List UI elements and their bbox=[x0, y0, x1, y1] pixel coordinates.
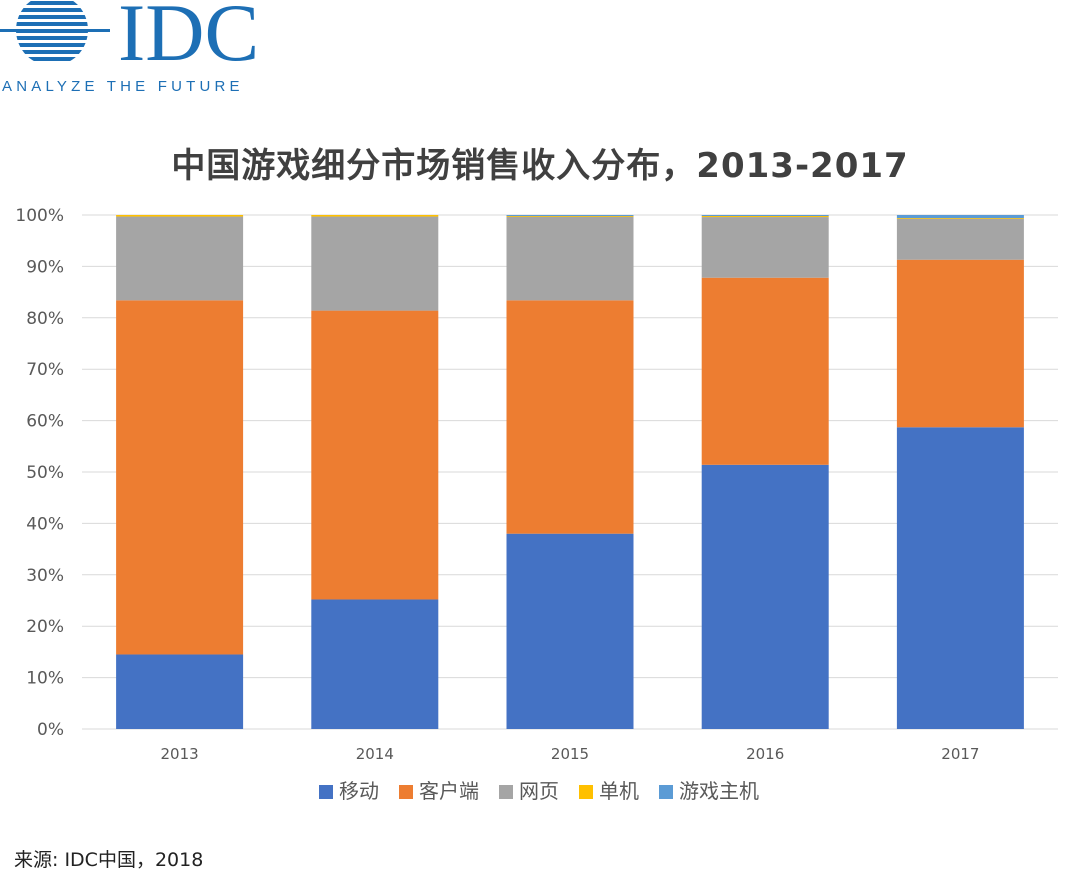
y-tick-label: 30% bbox=[26, 566, 64, 586]
bar-segment bbox=[896, 215, 1024, 219]
bar-segment bbox=[701, 464, 829, 729]
chart-title: 中国游戏细分市场销售收入分布，2013-2017 bbox=[171, 146, 909, 186]
bar-segment bbox=[506, 533, 634, 729]
legend-swatch bbox=[659, 785, 673, 799]
bar-segment bbox=[506, 216, 634, 301]
legend-label: 游戏主机 bbox=[679, 779, 759, 803]
source-note: 来源: IDC中国，2018 bbox=[14, 849, 204, 871]
bar-segment bbox=[506, 216, 634, 217]
y-tick-label: 100% bbox=[15, 206, 64, 226]
bar-segment bbox=[116, 215, 244, 217]
x-tick-label: 2016 bbox=[746, 745, 784, 763]
idc-logo: IDC ANALYZE THE FUTURE bbox=[0, 0, 270, 100]
x-tick-label: 2014 bbox=[356, 745, 394, 763]
x-tick-label: 2013 bbox=[161, 745, 199, 763]
legend-swatch bbox=[319, 785, 333, 799]
legend-label: 单机 bbox=[599, 779, 639, 803]
y-tick-label: 60% bbox=[26, 412, 64, 432]
bar-segment bbox=[701, 217, 829, 278]
bar-segment bbox=[896, 218, 1024, 219]
y-tick-label: 70% bbox=[26, 360, 64, 380]
bar-segment bbox=[896, 218, 1024, 260]
bar-segment bbox=[506, 300, 634, 534]
bar-segment bbox=[116, 216, 244, 301]
legend-swatch bbox=[579, 785, 593, 799]
y-tick-label: 20% bbox=[26, 617, 64, 637]
bar-segment bbox=[701, 277, 829, 465]
y-tick-label: 0% bbox=[37, 720, 64, 740]
legend-label: 移动 bbox=[339, 779, 379, 803]
bar-segment bbox=[311, 599, 439, 729]
y-tick-label: 50% bbox=[26, 463, 64, 483]
bar-segment bbox=[311, 215, 439, 217]
bar-segment bbox=[701, 215, 829, 217]
globe-icon bbox=[0, 1, 110, 61]
y-tick-label: 40% bbox=[26, 514, 64, 534]
logo-name: IDC bbox=[118, 0, 260, 78]
y-tick-label: 90% bbox=[26, 257, 64, 277]
bar-segment bbox=[701, 216, 829, 218]
bar-segment bbox=[311, 216, 439, 311]
legend-label: 客户端 bbox=[419, 779, 479, 803]
x-tick-label: 2017 bbox=[941, 745, 979, 763]
x-tick-label: 2015 bbox=[551, 745, 589, 763]
bar-segment bbox=[116, 654, 244, 729]
y-tick-label: 10% bbox=[26, 669, 64, 689]
bar-segment bbox=[311, 310, 439, 600]
bar-segment bbox=[896, 427, 1024, 729]
legend-swatch bbox=[499, 785, 513, 799]
bar-segment bbox=[896, 259, 1024, 428]
legend-swatch bbox=[399, 785, 413, 799]
bar-segment bbox=[116, 300, 244, 655]
bar-segment bbox=[506, 215, 634, 217]
legend-label: 网页 bbox=[519, 779, 559, 803]
logo-tagline: ANALYZE THE FUTURE bbox=[2, 78, 244, 95]
y-tick-label: 80% bbox=[26, 309, 64, 329]
